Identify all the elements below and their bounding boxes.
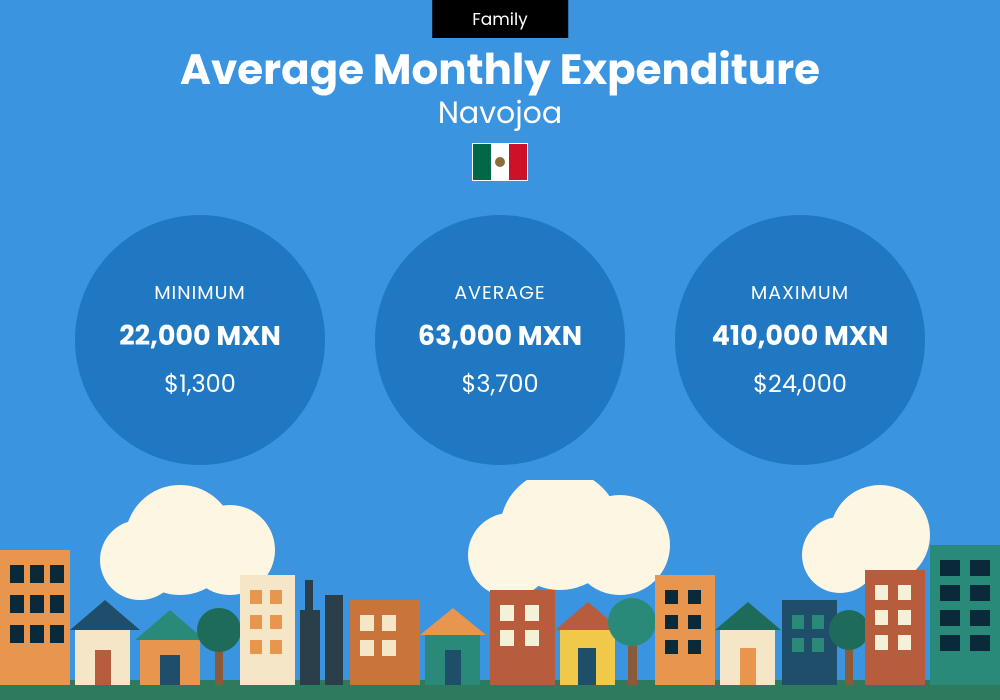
stat-circle-average: AVERAGE 63,000 MXN $3,700 (375, 215, 625, 465)
page-subtitle: Navojoa (0, 90, 1000, 136)
flag-emblem (495, 157, 505, 167)
flag-stripe-right (509, 144, 527, 180)
category-badge-text: Family (472, 7, 528, 31)
flag-stripe-left (473, 144, 491, 180)
stat-secondary-value: $24,000 (753, 367, 847, 402)
cityscape-illustration (0, 480, 1000, 700)
stat-label: AVERAGE (454, 278, 545, 307)
stat-label: MAXIMUM (751, 278, 849, 307)
stat-primary-value: 63,000 MXN (418, 317, 582, 357)
stat-primary-value: 22,000 MXN (119, 317, 281, 357)
country-flag-icon (472, 143, 528, 181)
stat-secondary-value: $3,700 (461, 367, 538, 402)
flag-stripe-center (491, 144, 509, 180)
stat-circle-maximum: MAXIMUM 410,000 MXN $24,000 (675, 215, 925, 465)
stat-circles-row: MINIMUM 22,000 MXN $1,300 AVERAGE 63,000… (0, 215, 1000, 465)
category-badge: Family (432, 0, 568, 38)
stat-circle-minimum: MINIMUM 22,000 MXN $1,300 (75, 215, 325, 465)
stat-secondary-value: $1,300 (164, 367, 236, 402)
stat-primary-value: 410,000 MXN (712, 317, 889, 357)
stat-label: MINIMUM (154, 278, 246, 307)
